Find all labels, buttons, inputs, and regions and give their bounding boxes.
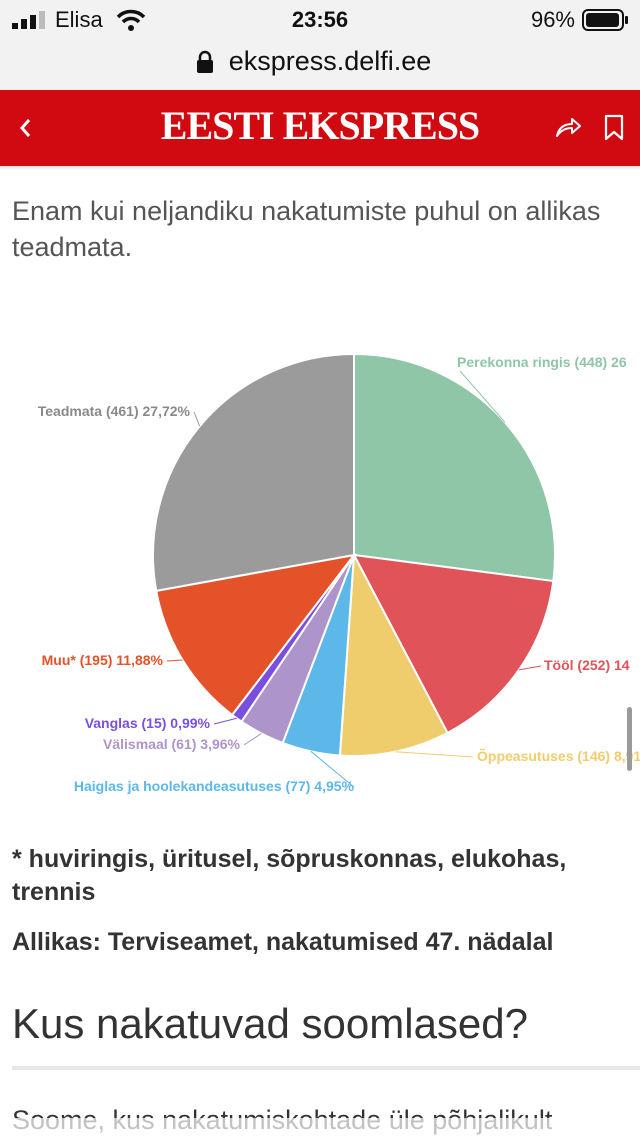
pie-slice-label: Vanglas (15) 0,99% <box>85 715 211 731</box>
footnote: * huviringis, üritusel, sõpruskonnas, el… <box>12 845 567 906</box>
bookmark-icon[interactable] <box>603 114 625 142</box>
pie-slice[interactable] <box>353 352 556 583</box>
chart-source: Allikas: Terviseamet, nakatumised 47. nä… <box>12 928 554 956</box>
pie-slice-label: Tööl (252) 14 <box>544 657 630 673</box>
chart-intro: Enam kui neljandiku nakatumiste puhul on… <box>12 196 601 262</box>
status-bar: Elisa 23:56 96% <box>0 0 640 40</box>
pie-chart: Perekonna ringis (448) 26 Tööl (252) 14 Õp… <box>38 352 640 794</box>
carrier-name: Elisa <box>55 7 103 32</box>
divider <box>12 1066 640 1070</box>
pie-leader-line <box>395 751 474 758</box>
scroll-indicator[interactable] <box>627 707 632 771</box>
share-icon[interactable] <box>554 114 582 140</box>
header-shadow <box>0 166 640 170</box>
pie-leader-line <box>518 665 542 671</box>
battery-icon <box>582 9 628 31</box>
pie-slice[interactable] <box>155 553 357 717</box>
wifi-icon <box>116 9 146 31</box>
pie-slice-label: Teadmata (461) 27,72% <box>38 403 191 419</box>
pie-slice-label: Haiglas ja hoolekandeasutuses (77) 4,95% <box>74 778 355 794</box>
bottom-fade <box>0 1118 640 1136</box>
lock-icon <box>197 50 213 73</box>
pie-slice-label: Välismaal (61) 3,96% <box>103 736 241 752</box>
pie-slice[interactable] <box>152 352 355 593</box>
signal-icon <box>12 11 45 29</box>
pie-leader-line <box>193 411 201 427</box>
pie-slice-label: Muu* (195) 11,88% <box>42 652 164 668</box>
pie-leader-line <box>243 733 262 746</box>
site-header: EESTI EKSPRESS <box>0 90 640 166</box>
address-bar[interactable]: ekspress.delfi.ee <box>0 40 640 90</box>
pie-slice[interactable] <box>352 553 555 735</box>
section-heading: Kus nakatuvad soomlased? <box>12 1000 528 1047</box>
site-logo[interactable]: EESTI EKSPRESS <box>160 103 480 148</box>
battery-percent: 96% <box>530 7 575 32</box>
clock: 23:56 <box>291 7 349 32</box>
pie-leader-line <box>310 750 355 788</box>
pie-leader-line <box>213 717 237 725</box>
url-text: ekspress.delfi.ee <box>228 46 432 76</box>
pie-leader-line <box>166 659 183 662</box>
pie-leader-line <box>459 370 506 423</box>
back-icon[interactable] <box>16 116 36 140</box>
pie-slice-label: Õppeasutuses (146) 8,91% <box>477 747 640 764</box>
pie-slice[interactable] <box>338 551 449 757</box>
pie-slice-label: Perekonna ringis (448) 26 <box>457 354 627 370</box>
